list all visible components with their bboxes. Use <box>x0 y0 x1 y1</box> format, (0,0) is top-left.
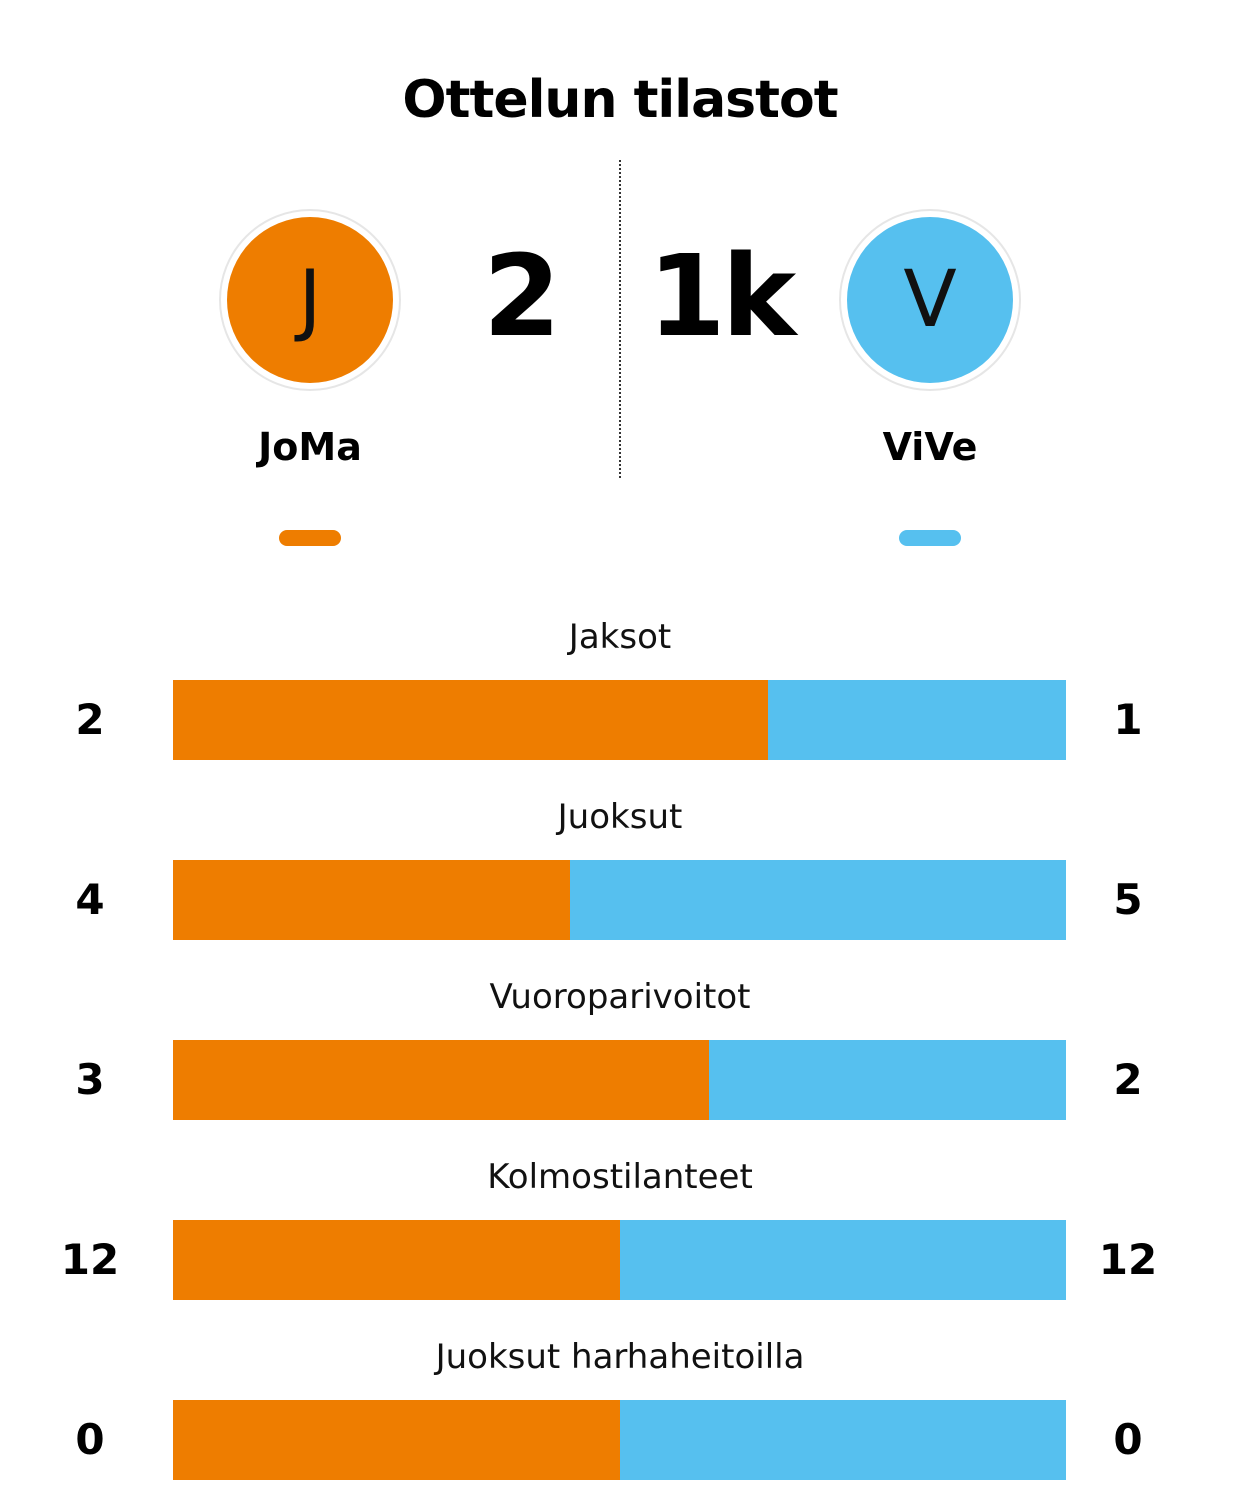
stat-bar <box>173 1040 1066 1120</box>
page-title: Ottelun tilastot <box>402 70 838 130</box>
away-logo-initial: V <box>847 217 1013 383</box>
away-logo: V <box>839 209 1021 391</box>
stat-home-value: 2 <box>75 695 105 744</box>
stat-home-value: 0 <box>75 1415 105 1464</box>
stat-home-value: 4 <box>75 875 105 924</box>
stat-bar-away-segment <box>569 860 1066 940</box>
score-divider <box>619 160 621 478</box>
stat-label: Juoksut harhaheitoilla <box>435 1337 805 1377</box>
home-logo-initial: J <box>227 217 393 383</box>
away-score: 1k <box>647 232 796 362</box>
away-color-pill <box>899 530 961 546</box>
stat-bar-away-segment <box>619 1220 1066 1300</box>
stat-away-value: 2 <box>1113 1055 1143 1104</box>
stat-bar-away-segment <box>619 1400 1066 1480</box>
stat-label: Kolmostilanteet <box>487 1157 753 1197</box>
stat-bar-away-segment <box>708 1040 1066 1120</box>
stat-label: Vuoroparivoitot <box>489 977 751 1017</box>
stat-bar <box>173 680 1066 760</box>
stat-away-value: 12 <box>1098 1235 1158 1284</box>
stat-bar-away-segment <box>768 680 1066 760</box>
stat-home-value: 12 <box>60 1235 120 1284</box>
stat-bar-home-segment <box>173 860 570 940</box>
stat-bar-home-segment <box>173 680 769 760</box>
stat-bar-home-segment <box>173 1400 620 1480</box>
stat-bar-home-segment <box>173 1040 709 1120</box>
stat-bar <box>173 1220 1066 1300</box>
stat-label: Juoksut <box>557 797 683 837</box>
stat-bar <box>173 860 1066 940</box>
stat-away-value: 0 <box>1113 1415 1143 1464</box>
home-team-name: JoMa <box>258 425 362 469</box>
home-color-pill <box>279 530 341 546</box>
stat-home-value: 3 <box>75 1055 105 1104</box>
away-team-name: ViVe <box>882 425 978 469</box>
stat-away-value: 1 <box>1113 695 1143 744</box>
stat-label: Jaksot <box>568 617 672 657</box>
stat-away-value: 5 <box>1113 875 1143 924</box>
home-logo: J <box>219 209 401 391</box>
stat-bar-home-segment <box>173 1220 620 1300</box>
stat-bar <box>173 1400 1066 1480</box>
home-score: 2 <box>483 232 561 362</box>
